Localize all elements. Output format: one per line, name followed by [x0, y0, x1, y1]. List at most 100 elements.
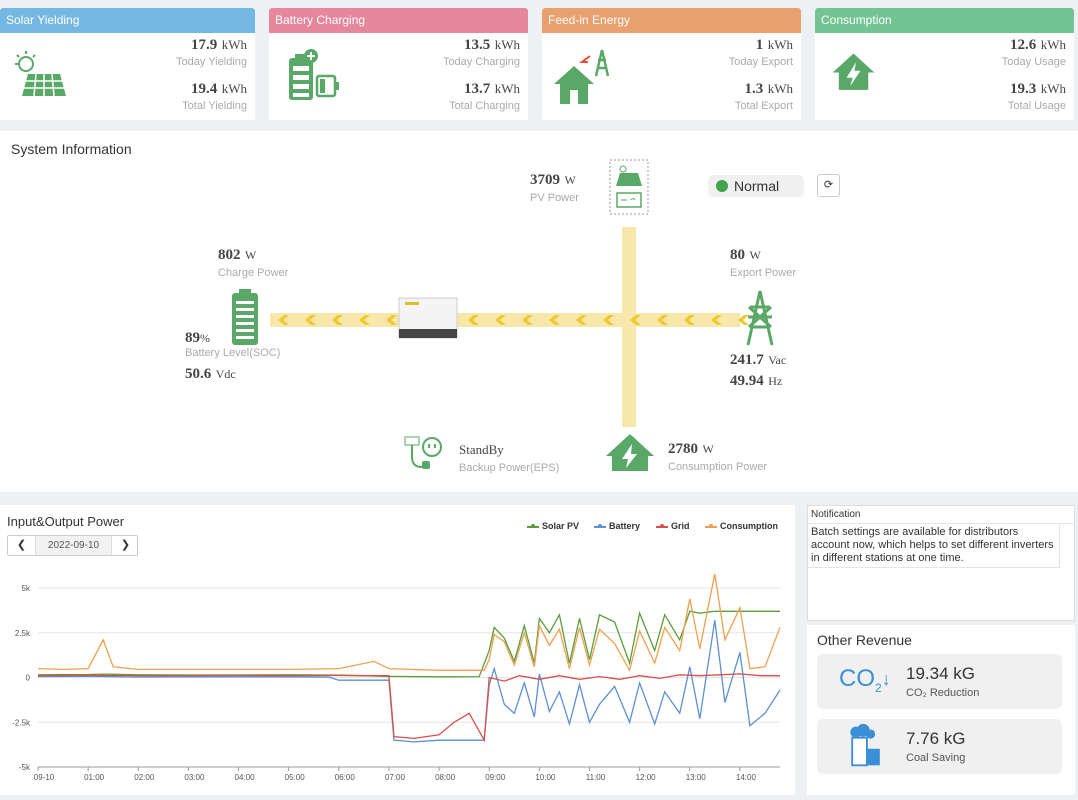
card-solar-yielding: Solar Yielding 17.9 kWh Today Yielding 19…	[0, 8, 255, 120]
x-tick-label: 09-10	[34, 773, 55, 782]
flow-chevron	[468, 315, 479, 325]
card-header: Consumption	[815, 8, 1074, 33]
x-tick-label: 02:00	[134, 773, 155, 782]
battery-charging-icon	[289, 49, 339, 100]
y-tick-label: 2.5k	[15, 629, 31, 638]
x-tick-label: 14:00	[736, 773, 757, 782]
status-badge: Normal	[708, 175, 804, 197]
series-line-consumption	[37, 573, 781, 673]
coal-icon	[850, 723, 880, 767]
status-dot	[716, 180, 728, 192]
legend-item-battery[interactable]: Battery	[594, 521, 640, 531]
co2-reduction-box: CO2↓ 19.34 kG CO₂ Reduction	[817, 654, 1062, 709]
flow-chevron	[630, 315, 641, 325]
legend-label: Consumption	[720, 521, 778, 531]
flow-chevron	[359, 315, 370, 325]
inverter-icon	[398, 297, 458, 339]
system-information-panel: System Information	[0, 131, 1078, 492]
x-tick-label: 09:00	[485, 773, 506, 782]
eps-metric: StandBy Backup Power(EPS)	[459, 442, 560, 474]
prev-date-button[interactable]: ❮	[8, 536, 35, 555]
flow-arrows	[278, 315, 749, 325]
today-yielding-value: 17.9	[191, 37, 218, 53]
flow-chevron	[657, 315, 668, 325]
refresh-icon: ⟳	[823, 179, 834, 191]
grid-frequency-metric: 49.94 Hz	[730, 373, 783, 389]
x-tick-label: 11:00	[586, 773, 606, 782]
flow-chevron	[738, 315, 749, 325]
today-usage-value: 12.6	[1010, 37, 1037, 53]
pv-power-metric: 3709 W PV Power	[530, 172, 579, 204]
y-tick-label: 5k	[22, 584, 31, 593]
chevron-left-icon: ❮	[16, 539, 27, 551]
flow-chevron	[711, 315, 722, 325]
legend-swatch	[705, 523, 717, 528]
legend-label: Solar PV	[542, 521, 580, 531]
card-header: Battery Charging	[269, 8, 528, 33]
house-grid-icon	[554, 49, 610, 104]
refresh-button[interactable]: ⟳	[817, 174, 840, 197]
notification-body: Batch settings are available for distrib…	[808, 524, 1060, 568]
chevron-right-icon: ❯	[120, 539, 131, 551]
flow-chevron	[386, 315, 397, 325]
coal-saving-box: 7.76 kG Coal Saving	[817, 719, 1062, 774]
flow-line-horizontal	[270, 313, 740, 327]
series-line-solar-pv	[37, 610, 780, 678]
total-yielding-value: 19.4	[191, 81, 218, 97]
legend-item-consumption[interactable]: Consumption	[705, 521, 778, 531]
x-tick-label: 03:00	[184, 773, 205, 782]
y-tick-label: 0	[26, 674, 31, 683]
card-header: Solar Yielding	[0, 8, 255, 33]
legend-item-solar-pv[interactable]: Solar PV	[527, 521, 579, 531]
co2-label: CO₂ Reduction	[906, 687, 980, 699]
flow-chevron	[576, 315, 587, 325]
house-consumption-icon	[606, 434, 654, 471]
battery-icon	[232, 289, 258, 345]
eps-plug-icon	[404, 436, 442, 469]
x-tick-label: 01:00	[84, 773, 105, 782]
x-tick-label: 12:00	[636, 773, 657, 782]
x-tick-label: 04:00	[235, 773, 256, 782]
coal-value: 7.76 kG	[906, 729, 966, 748]
total-usage-value: 19.3	[1010, 81, 1037, 97]
total-export-value: 1.3	[744, 81, 764, 97]
flow-chevron	[278, 315, 289, 325]
legend-label: Grid	[671, 521, 690, 531]
export-power-metric: 80 W Export Power	[730, 247, 797, 279]
card-header: Feed-in Energy	[542, 8, 801, 33]
legend-swatch	[656, 523, 668, 528]
legend-item-grid[interactable]: Grid	[656, 521, 690, 531]
card-feed-in-energy: Feed-in Energy 1 kWh Today Export 1.3 kWh…	[542, 8, 801, 120]
co2-icon: CO2↓	[839, 665, 891, 695]
series-line-grid	[37, 673, 780, 743]
flow-chevron	[684, 315, 695, 325]
flow-chevron	[603, 315, 614, 325]
card-consumption: Consumption 12.6 kWh Today Usage 19.3 kWh…	[815, 8, 1074, 120]
total-charging-value: 13.7	[464, 81, 491, 97]
next-date-button[interactable]: ❯	[112, 536, 139, 555]
legend-label: Battery	[609, 521, 641, 531]
coal-label: Coal Saving	[906, 752, 966, 764]
date-field[interactable]: 2022-09-10	[35, 536, 112, 555]
notification-header: Notification	[808, 506, 1074, 524]
legend-swatch	[527, 523, 539, 528]
flow-chevron	[522, 315, 533, 325]
input-output-power-panel: Input&Output Power ❮ 2022-09-10 ❯ Solar …	[0, 505, 795, 795]
x-tick-label: 07:00	[385, 773, 406, 782]
panel-title: System Information	[11, 141, 132, 157]
y-tick-label: -5k	[19, 763, 31, 772]
flow-chevron	[549, 315, 560, 325]
other-revenue-panel: Other Revenue CO2↓ 19.34 kG CO₂ Reductio…	[807, 625, 1075, 795]
notification-panel: Notification Batch settings are availabl…	[807, 505, 1075, 621]
chart-title: Input&Output Power	[7, 514, 125, 529]
today-export-value: 1	[755, 37, 764, 53]
consumption-power-metric: 2780 W Consumption Power	[668, 441, 768, 473]
x-tick-label: 13:00	[686, 773, 707, 782]
x-tick-label: 10:00	[535, 773, 556, 782]
today-charging-value: 13.5	[464, 37, 491, 53]
x-tick-label: 06:00	[335, 773, 356, 782]
grid-tower-icon	[746, 290, 774, 346]
flow-chevron	[332, 315, 343, 325]
legend-swatch	[594, 523, 606, 528]
